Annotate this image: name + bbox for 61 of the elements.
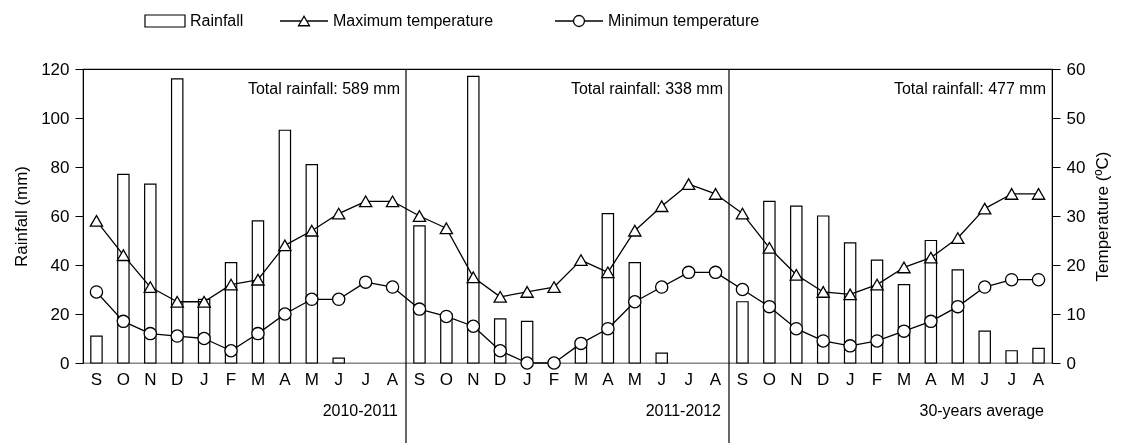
x-tick-label: A xyxy=(386,369,399,389)
x-tick-label: A xyxy=(602,369,615,389)
annotation: Total rainfall: 338 mm xyxy=(570,80,723,97)
legend-label: Maximum temperature xyxy=(333,12,494,29)
x-tick-label: M xyxy=(573,369,589,389)
y-tick-label: 0 xyxy=(60,353,70,373)
x-tick-label: J xyxy=(684,369,693,389)
y-tick-label: 20 xyxy=(50,304,70,324)
text: 2011-2012 xyxy=(645,402,722,419)
x-tick-label: D xyxy=(171,369,184,389)
x-tick-label: A xyxy=(925,369,938,389)
text: 2010-2011 xyxy=(322,402,399,419)
x-tick-label: N xyxy=(144,369,157,389)
x-tick-label: S xyxy=(413,369,426,389)
x-tick-label: D xyxy=(494,369,507,389)
x-tick-label: J xyxy=(657,369,666,389)
y2-tick-label: 0 xyxy=(1066,353,1076,373)
x-tick-label: M xyxy=(950,369,965,389)
x-tick-label: F xyxy=(871,369,883,389)
x-tick-label: M xyxy=(896,369,912,389)
x-tick-label: S xyxy=(90,369,103,389)
y2-axis-title: Temperature (ºC) xyxy=(1093,151,1113,282)
x-tick-label: D xyxy=(817,369,830,389)
x-tick-label: M xyxy=(627,369,642,389)
y-axis-title: Rainfall (mm) xyxy=(12,165,32,268)
x-tick-label: O xyxy=(116,369,130,389)
annotation: Total rainfall: 477 mm xyxy=(893,80,1046,97)
y-tick-label: 120 xyxy=(41,59,70,79)
y2-tick-label: 10 xyxy=(1066,304,1086,324)
y2-tick-label: 50 xyxy=(1066,108,1086,128)
x-tick-label: J xyxy=(199,369,209,389)
x-tick-label: J xyxy=(361,369,370,389)
x-tick-label: O xyxy=(439,369,453,389)
y-tick-label: 100 xyxy=(41,108,70,128)
legend-label: Rainfall xyxy=(190,12,244,29)
y2-tick-label: 60 xyxy=(1066,59,1086,79)
y-tick-label: 80 xyxy=(50,157,70,177)
x-tick-label: M xyxy=(304,369,319,389)
x-tick-label: A xyxy=(1032,369,1045,389)
y-tick-label: 60 xyxy=(50,206,70,226)
y2-tick-label: 20 xyxy=(1066,255,1086,275)
x-tick-label: F xyxy=(225,369,237,389)
x-tick-label: J xyxy=(980,369,989,389)
x-tick-label: S xyxy=(736,369,749,389)
x-tick-label: A xyxy=(709,369,722,389)
x-tick-label: J xyxy=(1007,369,1016,389)
y-tick-label: 40 xyxy=(50,255,70,275)
x-tick-label: N xyxy=(467,369,480,389)
x-tick-label: O xyxy=(762,369,776,389)
y2-tick-label: 40 xyxy=(1066,157,1086,177)
legend-label: Minimun temperature xyxy=(608,12,760,29)
annotation: Total rainfall: 589 mm xyxy=(247,80,400,97)
text: 30-years average xyxy=(919,402,1045,419)
x-tick-label: A xyxy=(279,369,292,389)
x-tick-label: M xyxy=(250,369,266,389)
x-tick-label: J xyxy=(845,369,855,389)
x-tick-label: N xyxy=(790,369,803,389)
x-tick-label: J xyxy=(334,369,343,389)
y2-tick-label: 30 xyxy=(1066,206,1086,226)
x-tick-label: J xyxy=(522,369,532,389)
x-tick-label: F xyxy=(548,369,560,389)
